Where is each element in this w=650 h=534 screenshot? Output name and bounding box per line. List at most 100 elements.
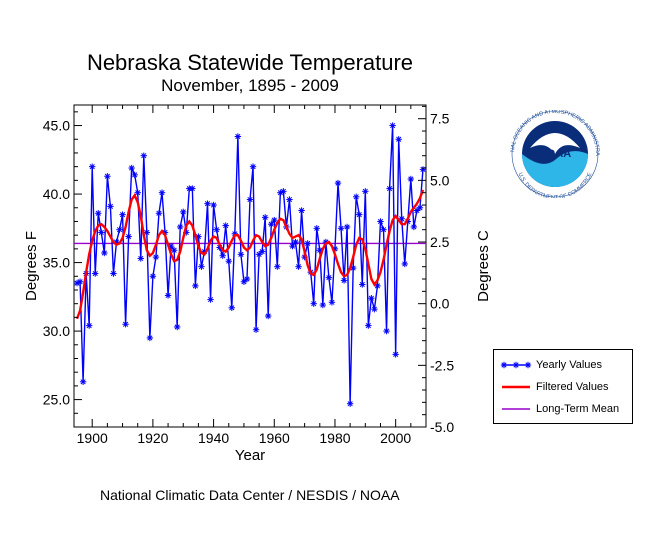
yearly-value-point	[337, 225, 345, 232]
x-axis: 1900 1920 1940 1960 1980 2000	[77, 105, 427, 446]
yearly-value-point	[365, 322, 372, 329]
yearly-value-point	[304, 240, 311, 247]
yearly-value-point	[158, 189, 166, 196]
noaa-logo: NOAA NATIONAL OCEANIC AND ATMOSPHERIC AD…	[500, 110, 600, 198]
yearly-value-point	[192, 282, 199, 290]
legend-swatch-filtered	[502, 385, 530, 389]
yearly-value-point	[243, 275, 251, 283]
legend-swatch-yearly	[500, 361, 532, 369]
yearly-value-point	[213, 226, 220, 233]
x-tick-label: 1980	[319, 430, 350, 446]
yearly-value-point	[207, 296, 214, 303]
y-tick-label-left: 45.0	[43, 118, 70, 134]
yearly-value-point	[319, 301, 327, 309]
yearly-value-point	[395, 136, 402, 143]
yearly-value-point	[383, 327, 390, 335]
yearly-value-point	[340, 277, 348, 284]
legend-yearly-marker	[500, 361, 508, 369]
credit-line: National Climatic Data Center / NESDIS /…	[100, 487, 400, 503]
yearly-value-point	[359, 281, 366, 288]
chart-subtitle: November, 1895 - 2009	[161, 76, 339, 95]
legend-label-mean: Long-Term Mean	[536, 403, 620, 415]
filtered-values-line	[75, 189, 425, 320]
yearly-value-point	[122, 321, 129, 328]
yearly-value-point	[143, 229, 151, 236]
yearly-value-point	[362, 188, 369, 195]
yearly-value-point	[95, 210, 102, 217]
yearly-value-point	[137, 255, 144, 262]
noaa-logo-text: NOAA	[539, 148, 571, 160]
yearly-value-point	[149, 273, 157, 280]
yearly-value-point	[343, 223, 351, 231]
yearly-values-line	[76, 125, 424, 404]
yearly-value-point	[155, 210, 163, 217]
yearly-value-point	[392, 351, 399, 358]
yearly-value-point	[119, 211, 126, 218]
yearly-value-point	[146, 334, 154, 342]
yearly-value-point	[265, 312, 272, 320]
yearly-value-point	[419, 166, 427, 173]
legend-item-mean: Long-Term Mean	[494, 400, 634, 420]
yearly-value-point	[258, 248, 266, 255]
yearly-value-point	[401, 260, 408, 268]
y-tick-label-right: -5.0	[430, 419, 454, 435]
y-axis-right: -5.0 -2.5 0.0 2.5 5.0 7.5	[418, 105, 454, 435]
yearly-value-point	[249, 163, 257, 170]
y-tick-label-right: 7.5	[430, 111, 450, 127]
yearly-value-point	[125, 233, 132, 240]
y-tick-label-left: 30.0	[43, 323, 70, 339]
x-tick-label: 1960	[259, 430, 290, 446]
yearly-value-point	[134, 189, 141, 196]
yearly-value-point	[274, 263, 281, 270]
yearly-value-point	[228, 304, 235, 311]
yearly-value-point	[92, 270, 99, 277]
y-tick-label-right: 5.0	[430, 172, 450, 188]
x-axis-title: Year	[235, 447, 265, 464]
yearly-value-point	[164, 292, 172, 299]
yearly-value-point	[325, 274, 333, 281]
yearly-value-point	[225, 258, 232, 265]
yearly-value-point	[280, 188, 287, 195]
yearly-value-point	[107, 203, 114, 210]
yearly-value-point	[313, 225, 320, 232]
y-tick-label-left: 25.0	[43, 392, 70, 408]
yearly-value-point	[368, 295, 375, 302]
yearly-value-point	[410, 223, 418, 231]
y-axis-title-left: Degrees F	[23, 231, 40, 301]
yearly-value-point	[380, 226, 387, 233]
yearly-value-point	[189, 185, 196, 192]
legend-label-yearly: Yearly Values	[536, 359, 603, 371]
y-axis-left: 25.0 30.0 35.0 40.0 45.0	[43, 111, 82, 414]
yearly-value-point	[252, 326, 260, 333]
legend-swatch-mean	[502, 408, 530, 410]
yearly-value-point	[219, 252, 226, 259]
yearly-value-point	[268, 221, 275, 228]
y-axis-title-right: Degrees C	[475, 230, 492, 302]
y-tick-label-left: 35.0	[43, 255, 70, 271]
yearly-value-point	[386, 185, 393, 192]
yearly-values-markers	[73, 122, 427, 407]
yearly-value-point	[79, 378, 87, 385]
yearly-value-point	[177, 223, 184, 231]
x-tick-label: 2000	[380, 430, 411, 446]
yearly-value-point	[371, 305, 378, 313]
legend: Yearly Values Filtered Values Long-Term …	[493, 349, 633, 424]
yearly-value-point	[101, 249, 108, 257]
yearly-value-point	[131, 171, 138, 179]
plot-frame	[73, 104, 427, 428]
legend-item-filtered: Filtered Values	[494, 378, 634, 398]
yearly-value-point	[198, 263, 205, 270]
yearly-value-point	[237, 251, 245, 258]
legend-yearly-marker	[512, 361, 520, 369]
y-tick-label-right: -2.5	[430, 357, 454, 373]
yearly-value-point	[173, 323, 181, 331]
yearly-value-point	[286, 196, 293, 203]
yearly-value-point	[356, 211, 363, 218]
yearly-value-point	[89, 163, 96, 170]
yearly-value-point	[346, 400, 354, 407]
yearly-value-point	[76, 278, 84, 285]
yearly-value-point	[271, 216, 278, 224]
yearly-value-point	[261, 214, 269, 221]
yearly-value-point	[234, 133, 242, 140]
